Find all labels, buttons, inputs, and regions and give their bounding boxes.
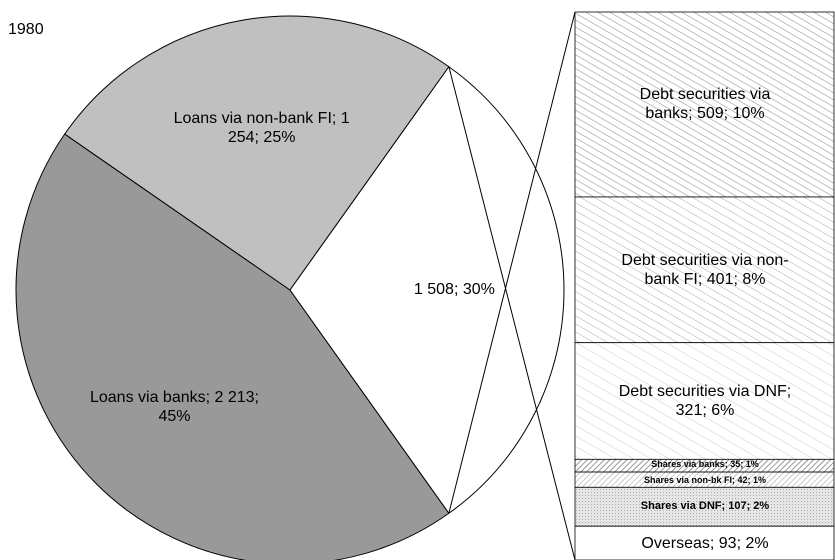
bar-segment	[574, 486, 835, 527]
data-label: Overseas; 93; 2%	[641, 534, 769, 552]
bar-segment	[574, 342, 835, 460]
connector	[448, 66, 576, 560]
pie-slice	[289, 66, 565, 514]
bar-segment	[574, 525, 835, 560]
connector	[448, 11, 576, 514]
data-label: Shares via banks; 35; 1%	[651, 459, 759, 470]
data-label: Loans via banks; 2 213; 45%	[89, 388, 259, 425]
data-label: Shares via non-bk FI; 42; 1%	[643, 475, 767, 486]
data-label: 1 508; 30%	[413, 281, 495, 299]
data-label: Shares via DNF; 107; 2%	[640, 500, 770, 513]
data-label: Debt securities via non-bank FI; 401; 8%	[621, 251, 789, 288]
bar-segment	[574, 11, 835, 198]
data-label: Debt securities via banks; 509; 10%	[639, 86, 771, 123]
pie-slice	[64, 15, 450, 291]
pie-slice	[15, 133, 450, 560]
chart-title: 1980	[8, 21, 44, 39]
bar-segment	[574, 196, 835, 344]
data-label: Debt securities via DNF; 321; 6%	[618, 382, 792, 419]
data-label: Loans via non-bank FI; 1 254; 25%	[173, 109, 350, 147]
